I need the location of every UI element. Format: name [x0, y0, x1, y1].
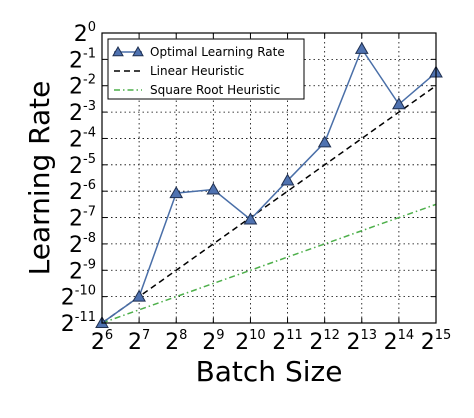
y-tick-label: 2-4	[69, 125, 96, 152]
series-line-0	[101, 47, 437, 324]
data-point-marker	[280, 173, 295, 186]
x-tick-label-exponent: 9	[216, 328, 224, 343]
y-tick-label-exponent: -2	[83, 73, 96, 88]
y-tick-label-base: 2	[69, 207, 83, 232]
data-point-marker	[132, 289, 146, 302]
series-line-1	[101, 85, 437, 324]
x-tick-label-base: 2	[347, 330, 361, 355]
y-tick-label: 2-9	[69, 257, 96, 284]
y-axis-ticks: 2-112-102-92-82-72-62-52-42-32-22-120	[61, 20, 436, 337]
y-tick-label: 2-3	[69, 99, 96, 126]
data-point-marker	[392, 97, 406, 110]
x-tick-label-base: 2	[91, 330, 105, 355]
x-tick-label: 212	[309, 328, 340, 355]
x-tick-label-base: 2	[309, 330, 323, 355]
legend-marker	[132, 45, 144, 57]
data-point-marker	[169, 186, 184, 199]
y-tick-label-base: 2	[61, 312, 75, 337]
x-tick-label-base: 2	[202, 330, 216, 355]
x-tick-label: 26	[91, 328, 113, 355]
x-tick-label: 29	[202, 328, 224, 355]
x-tick-label-exponent: 14	[398, 328, 415, 343]
plot-frame	[101, 32, 437, 324]
x-tick-label-exponent: 6	[105, 328, 113, 343]
y-axis-title: Learning Rate	[23, 81, 56, 276]
y-tick-label: 2-5	[69, 152, 96, 179]
x-tick-label-exponent: 12	[323, 328, 340, 343]
data-point-marker	[354, 41, 369, 54]
x-tick-label: 211	[272, 328, 303, 355]
y-tick-label-exponent: -11	[75, 310, 96, 325]
data-point-marker	[206, 182, 221, 195]
y-tick-label-base: 2	[69, 48, 83, 73]
series-line-2	[101, 203, 437, 324]
x-axis-title: Batch Size	[196, 355, 343, 388]
y-tick-label-base: 2	[69, 154, 83, 179]
y-tick-label-exponent: -9	[83, 257, 96, 272]
legend: Optimal Learning Rate Linear Heuristic Squ…	[107, 38, 305, 100]
x-tick-label: 214	[384, 328, 415, 355]
y-tick-label-exponent: 0	[88, 20, 96, 35]
x-axis-ticks: 26 27 28 29 210 211 212 213 214 215	[91, 33, 451, 355]
x-tick-label-base: 2	[128, 330, 142, 355]
y-tick-label-exponent: -1	[83, 46, 96, 61]
x-tick-label-exponent: 10	[249, 328, 266, 343]
y-tick-label-base: 2	[69, 75, 83, 100]
y-tick-label-exponent: -5	[83, 152, 96, 167]
data-point-marker	[317, 135, 332, 148]
legend-label-1: Linear Heuristic	[150, 64, 244, 78]
x-tick-label-base: 2	[421, 330, 435, 355]
y-tick-label: 2-11	[61, 310, 96, 337]
y-tick-label: 2-8	[69, 231, 96, 258]
x-tick-label: 210	[235, 328, 266, 355]
x-tick-label: 215	[421, 328, 452, 355]
y-tick-label: 2-10	[61, 284, 96, 311]
y-tick-label: 2-2	[69, 73, 96, 100]
y-tick-label-base: 2	[74, 22, 88, 47]
x-tick-label-base: 2	[235, 330, 249, 355]
x-tick-label: 27	[128, 328, 150, 355]
y-tick-label-exponent: -8	[83, 231, 96, 246]
legend-label-0: Optimal Learning Rate	[150, 45, 285, 59]
x-tick-label-base: 2	[272, 330, 286, 355]
y-tick-label-exponent: -6	[83, 178, 96, 193]
y-tick-label: 2-6	[69, 178, 96, 205]
y-tick-label-base: 2	[61, 286, 75, 311]
y-tick-label-exponent: -4	[83, 125, 96, 140]
y-tick-label-exponent: -10	[75, 284, 96, 299]
x-tick-label-exponent: 13	[361, 328, 378, 343]
y-tick-label-base: 2	[69, 233, 83, 258]
y-tick-label: 2-1	[69, 46, 96, 73]
y-tick-label-exponent: -3	[83, 99, 96, 114]
y-tick-label-exponent: -7	[83, 205, 96, 220]
x-tick-label: 28	[165, 328, 187, 355]
x-tick-label-exponent: 8	[179, 328, 187, 343]
x-tick-label-exponent: 7	[142, 328, 150, 343]
x-tick-label: 213	[347, 328, 378, 355]
data-point-marker	[243, 212, 258, 225]
legend-box	[107, 38, 305, 100]
y-tick-label-base: 2	[69, 180, 83, 205]
y-tick-label: 2-7	[69, 205, 96, 232]
legend-label-2: Square Root Heuristic	[150, 83, 280, 97]
y-tick-label-base: 2	[69, 259, 83, 284]
y-tick-label: 20	[74, 20, 96, 47]
x-tick-label-base: 2	[165, 330, 179, 355]
y-tick-label-base: 2	[69, 127, 83, 152]
legend-marker	[112, 45, 124, 57]
x-tick-label-exponent: 11	[286, 328, 303, 343]
x-tick-label-exponent: 15	[435, 328, 452, 343]
series-layer	[95, 41, 443, 328]
y-tick-label-base: 2	[69, 101, 83, 126]
x-tick-label-base: 2	[384, 330, 398, 355]
